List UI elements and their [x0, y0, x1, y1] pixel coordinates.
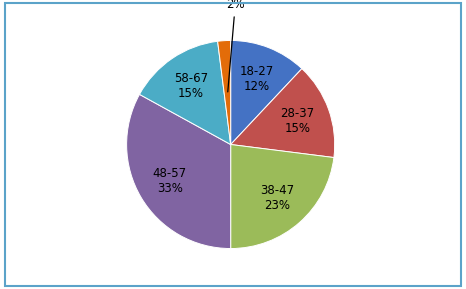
Text: 18-27
12%: 18-27 12%: [240, 65, 274, 93]
Text: 28-37
15%: 28-37 15%: [280, 107, 314, 135]
Text: 38-47
23%: 38-47 23%: [260, 184, 295, 212]
Text: 48-57
33%: 48-57 33%: [153, 166, 187, 194]
Wedge shape: [231, 69, 335, 158]
Wedge shape: [231, 144, 334, 249]
Text: Above 67
2%: Above 67 2%: [208, 0, 264, 92]
Wedge shape: [218, 40, 231, 144]
Wedge shape: [231, 40, 302, 144]
Text: 58-67
15%: 58-67 15%: [174, 72, 208, 100]
Wedge shape: [139, 41, 231, 144]
Wedge shape: [127, 95, 231, 249]
